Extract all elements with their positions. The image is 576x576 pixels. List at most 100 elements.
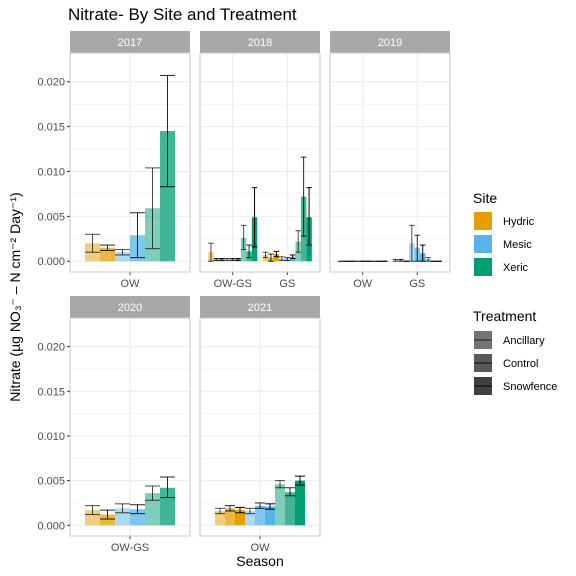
errorbar-2021-OW-Hydric-Snowfence xyxy=(235,506,245,514)
legend-key-hydric xyxy=(474,212,492,230)
y-tick-label: 0.020 xyxy=(37,342,65,354)
facet-2019-panel-border xyxy=(329,52,451,273)
errorbar-2018-GS-Xeric-Control xyxy=(300,156,307,237)
bar-2021-OW-Mesic-Snowfence xyxy=(265,506,275,526)
bar-2017-OW-Xeric-Control xyxy=(160,131,175,262)
facet-2017-panel-border xyxy=(69,52,191,273)
errorbar-2018-GS-Hydric-Snowfence xyxy=(273,250,280,258)
bar-2018-GS-Hydric-Snowfence xyxy=(273,254,280,262)
legend-label-xeric: Xeric xyxy=(503,262,529,274)
errorbar-2017-OW-Xeric-Ancillary xyxy=(145,167,160,250)
errorbar-2021-OW-Xeric-Ancillary xyxy=(275,480,285,489)
y-tick-label: 0.015 xyxy=(37,386,65,398)
errorbar-2021-OW-Hydric-Control xyxy=(225,505,235,512)
facet-2018-strip-label: 2018 xyxy=(248,37,272,49)
errorbar-2018-OW-GS-Mesic-Ancillary xyxy=(224,258,230,261)
facet-2018: 2018 OW-GS GS xyxy=(199,31,321,290)
facet-2020-strip xyxy=(70,296,190,318)
legend-treatment-title: Treatment xyxy=(473,308,536,324)
facet-2019-x-tick-label: GS xyxy=(409,278,425,290)
legend-label-hydric: Hydric xyxy=(503,216,535,228)
y-tick-label: 0.015 xyxy=(37,122,65,134)
legend-label-control: Control xyxy=(503,358,538,370)
facet-2020: 2020 OW-GS 0.000 0.005 0.010 0.015 0.020 xyxy=(37,296,191,554)
legend-label-ancillary: Ancillary xyxy=(503,335,545,347)
errorbar-2018-OW-GS-Xeric-Control xyxy=(246,244,252,259)
facet-2020-x-tick-label: OW-GS xyxy=(111,542,149,554)
errorbar-2021-OW-Mesic-Ancillary xyxy=(245,507,255,515)
errorbar-2021-OW-Xeric-Snowfence xyxy=(295,475,305,486)
bar-2020-OW-GS-Hydric-Control xyxy=(100,514,115,526)
facet-2019-x-tick-label: OW xyxy=(353,278,373,290)
errorbar-2018-GS-Xeric-Snowfence xyxy=(306,187,312,246)
legend-key-xeric xyxy=(474,258,492,276)
bar-2021-OW-Hydric-Snowfence xyxy=(235,510,245,526)
bar-2020-OW-GS-Hydric-Ancillary xyxy=(85,510,100,526)
errorbar-2020-OW-GS-Hydric-Control xyxy=(100,509,115,520)
facet-2018-strip xyxy=(200,31,320,53)
facet-2020-strip-label: 2020 xyxy=(118,302,142,314)
errorbar-2018-OW-GS-Mesic-Snowfence xyxy=(235,258,241,261)
legend-key-mesic xyxy=(474,235,492,253)
bar-2021-OW-Hydric-Control xyxy=(225,508,235,526)
errorbar-2018-OW-GS-Xeric-Ancillary xyxy=(240,224,247,251)
errorbar-2018-GS-Mesic-Ancillary xyxy=(279,256,285,261)
x-axis-title: Season xyxy=(236,553,283,569)
errorbar-2018-GS-Mesic-Control xyxy=(284,257,290,261)
errorbar-2020-OW-GS-Xeric-Ancillary xyxy=(145,485,160,501)
y-tick-label: 0.010 xyxy=(37,431,65,443)
y-tick-label: 0.020 xyxy=(37,77,65,89)
errorbar-2021-OW-Xeric-Control xyxy=(285,487,295,497)
facet-2017-x-tick-label: OW xyxy=(121,278,141,290)
facet-2017-strip xyxy=(70,31,190,53)
facet-2017: 2017 OW 0.000 0.005 0.010 0.015 0.020 xyxy=(37,31,191,290)
y-tick-label: 0.010 xyxy=(37,166,65,178)
bar-2017-OW-Hydric-Control xyxy=(100,247,115,262)
facet-2018-panel-bg xyxy=(200,53,320,272)
errorbar-2019-GS-Xeric-Ancillary xyxy=(425,257,431,262)
errorbar-2018-OW-GS-Hydric-Control xyxy=(213,258,220,261)
errorbar-2017-OW-Xeric-Control xyxy=(160,74,175,188)
facet-2021-strip xyxy=(200,296,320,318)
facet-2021-x-tick-label: OW xyxy=(251,542,271,554)
errorbar-2021-OW-Mesic-Control xyxy=(255,502,265,509)
errorbar-2018-GS-Xeric-Ancillary xyxy=(295,230,301,253)
errorbar-2019-GS-Hydric-Control xyxy=(398,258,404,262)
bar-2021-OW-Xeric-Ancillary xyxy=(275,484,285,526)
facet-2018-x-tick-label: OW-GS xyxy=(214,278,252,290)
errorbar-2019-GS-Mesic-Ancillary xyxy=(409,224,415,262)
facets-layer: 2017 OW 0.000 0.005 0.010 0.015 0.020 2018 OW-GS… xyxy=(37,31,451,554)
errorbar-2018-OW-GS-Mesic-Control xyxy=(230,258,236,261)
bar-2017-OW-Mesic-Ancillary xyxy=(115,252,130,262)
legend-site: Site Hydric Mesic Xeric xyxy=(473,190,535,276)
legend-treatment: Treatment Ancillary Control Snowfence xyxy=(473,308,557,395)
legend-site-title: Site xyxy=(473,190,497,206)
facet-2019-panel-bg xyxy=(330,53,450,272)
errorbar-2021-OW-Hydric-Ancillary xyxy=(215,507,225,515)
facet-2020-panel-border xyxy=(69,317,191,537)
bar-2021-OW-Xeric-Snowfence xyxy=(295,480,305,526)
facet-2021: 2021 OW xyxy=(199,296,321,554)
errorbar-2018-GS-Hydric-Control xyxy=(268,253,274,262)
errorbar-2020-OW-GS-Xeric-Control xyxy=(160,476,175,499)
legend-label-snowfence: Snowfence xyxy=(503,381,557,393)
bar-2021-OW-Mesic-Control xyxy=(255,505,265,526)
errorbar-2021-OW-Mesic-Snowfence xyxy=(265,503,275,510)
errorbar-2018-GS-Mesic-Snowfence xyxy=(290,254,296,260)
errorbar-2020-OW-GS-Mesic-Control xyxy=(130,504,145,515)
bar-2021-OW-Mesic-Ancillary xyxy=(245,510,255,526)
facet-2019: 2019 OW GS xyxy=(329,31,451,290)
errorbar-2019-GS-Hydric-Ancillary xyxy=(392,258,399,262)
errorbar-2018-OW-GS-Hydric-Snowfence xyxy=(219,258,225,261)
bar-2021-OW-Hydric-Ancillary xyxy=(215,510,225,526)
facet-2018-panel-border xyxy=(199,52,321,273)
errorbar-2017-OW-Mesic-Control xyxy=(130,212,145,259)
errorbar-2017-OW-Hydric-Ancillary xyxy=(85,233,100,253)
errorbar-2017-OW-Mesic-Ancillary xyxy=(115,249,130,256)
y-tick-label: 0.000 xyxy=(37,520,65,532)
errorbar-2020-OW-GS-Hydric-Ancillary xyxy=(85,505,100,516)
y-tick-label: 0.005 xyxy=(37,476,65,488)
errorbar-2018-GS-Hydric-Ancillary xyxy=(262,251,269,259)
